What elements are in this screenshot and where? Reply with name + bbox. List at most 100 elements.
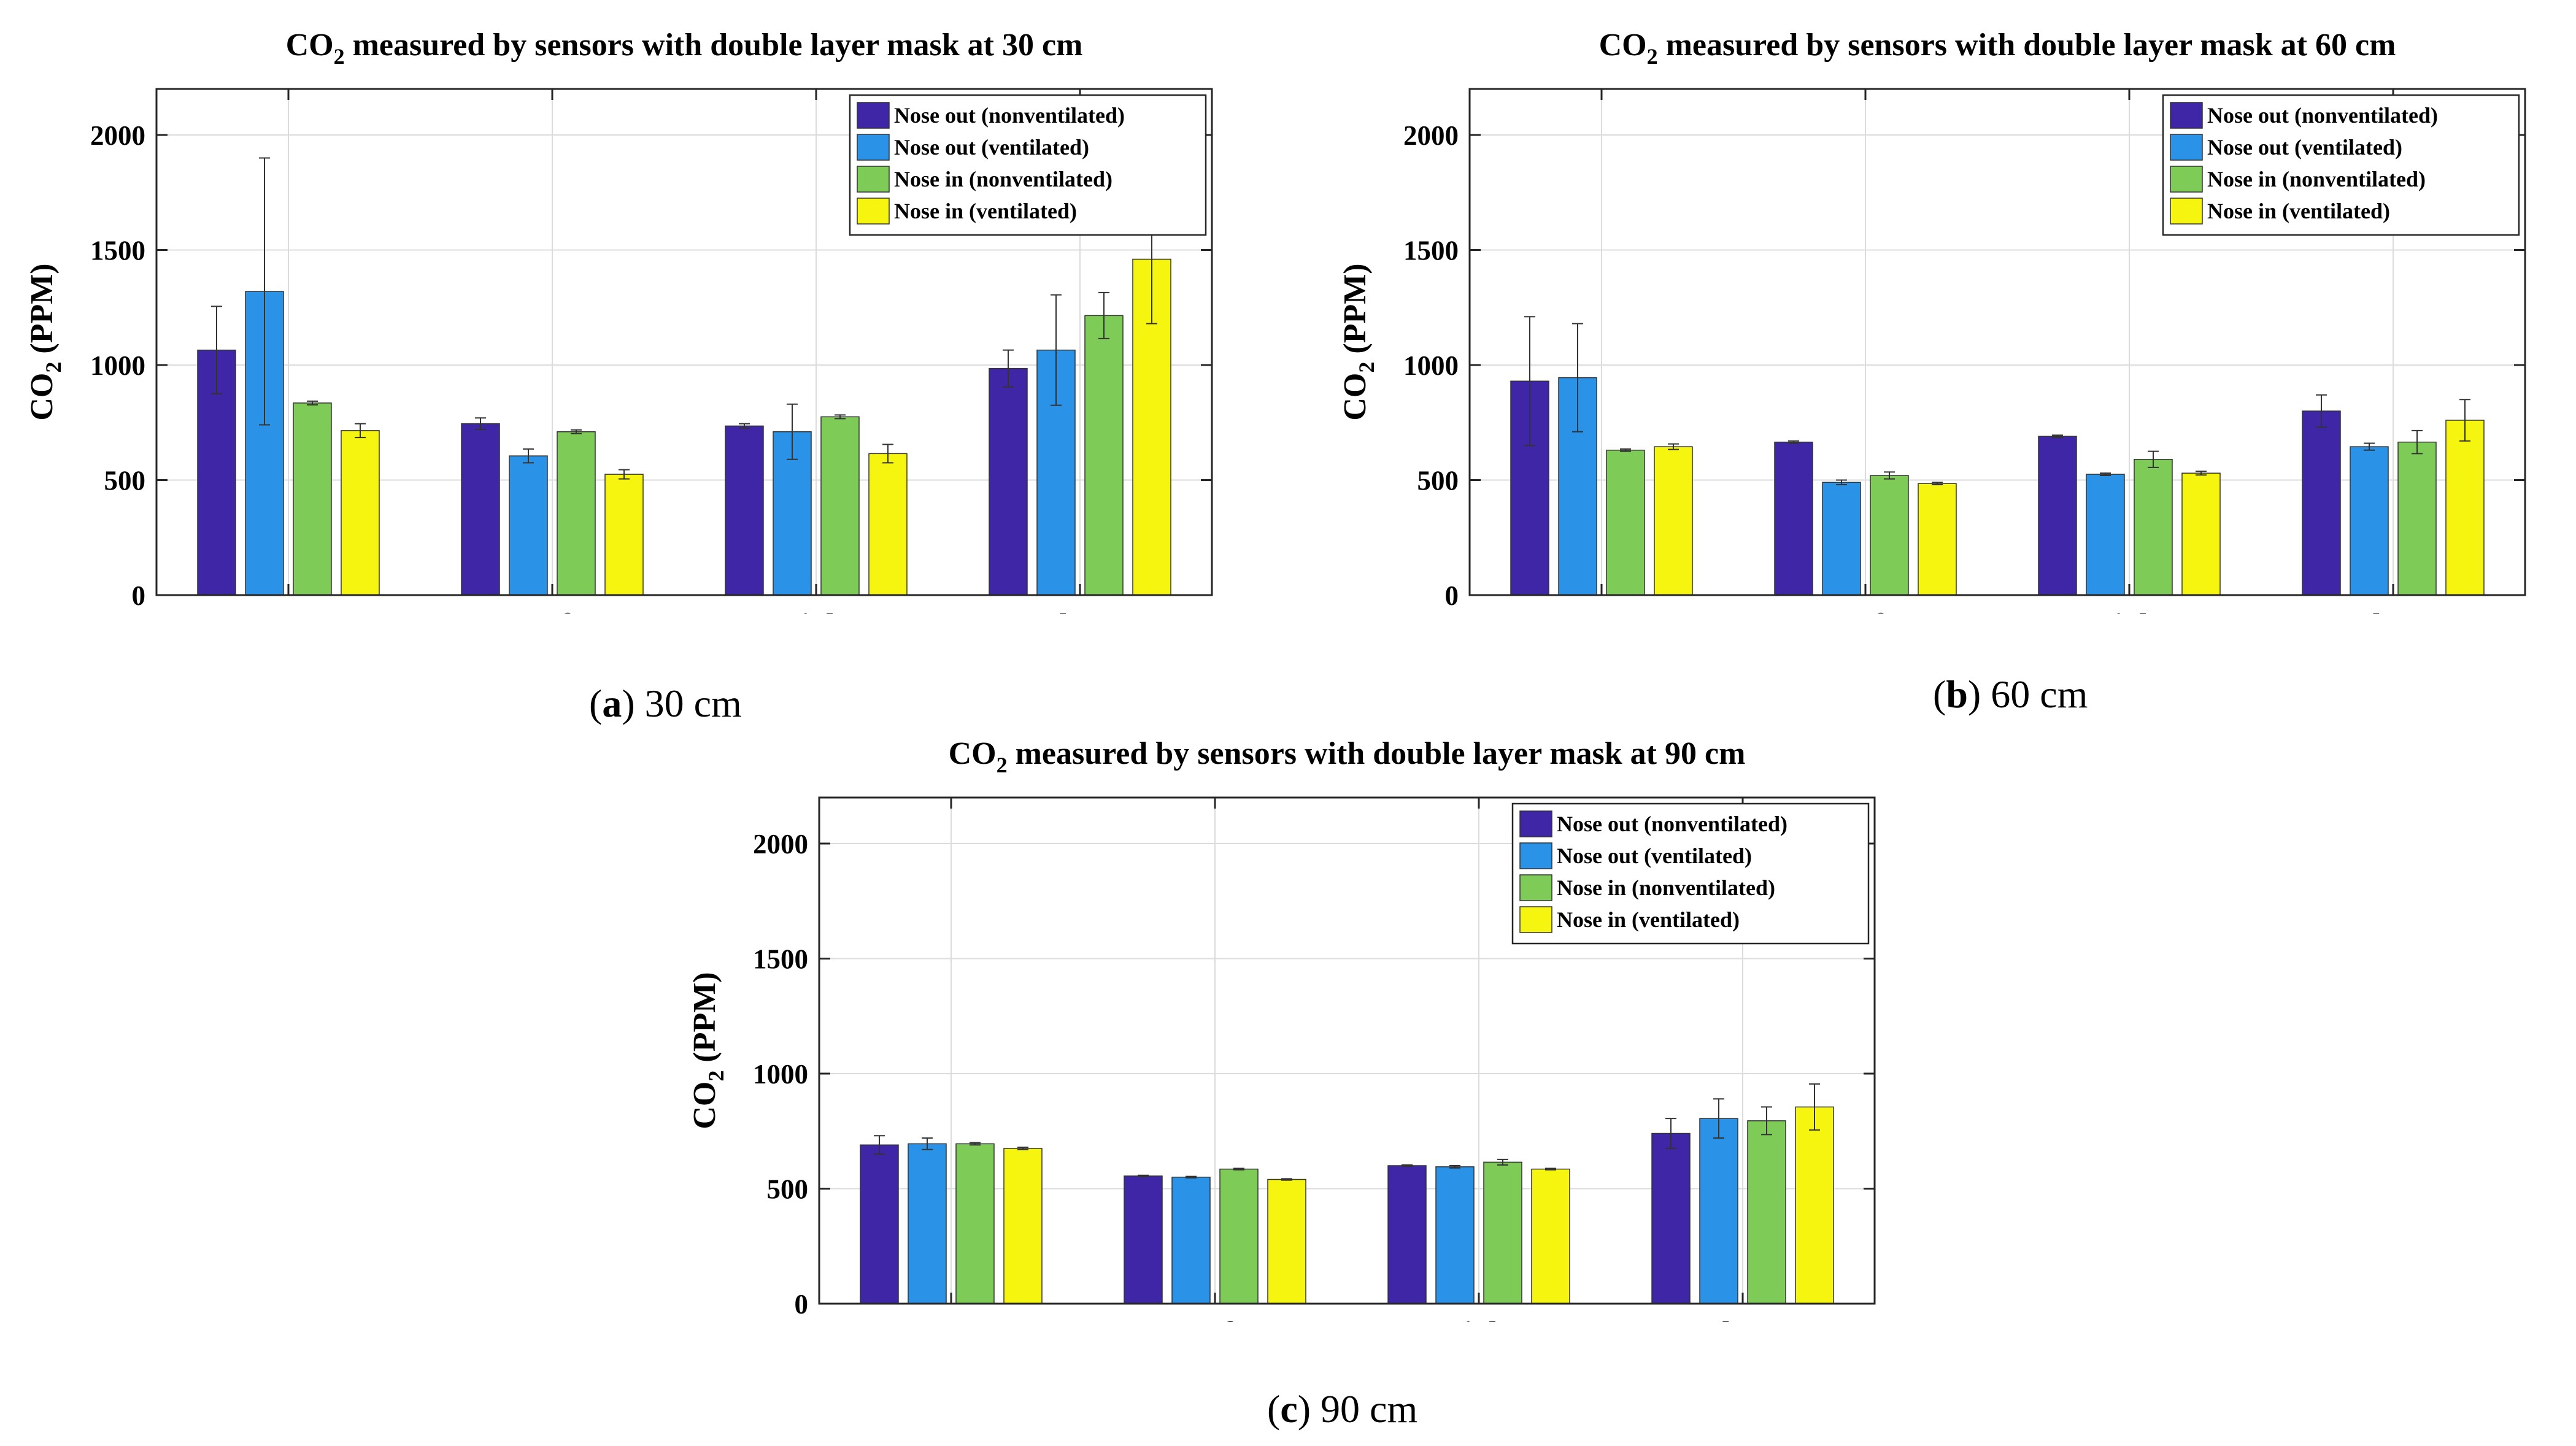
legend: Nose out (nonventilated) Nose out (ventil…: [849, 94, 1207, 236]
y-axis-label: CO2 (PPM): [1338, 263, 1379, 420]
legend-label: Nose in (ventilated): [2207, 199, 2390, 223]
bar-nose-in-ventilated--left: [604, 474, 644, 596]
chart-svg: CO2 measured by sensors with double laye…: [687, 736, 1876, 1322]
chart-title: CO2 measured by sensors with double laye…: [286, 28, 1083, 69]
axes-box: [155, 88, 1213, 596]
caption-c: (c) 90 cm: [1267, 1387, 1418, 1431]
bar-nose-in-nonventilated--above: [1747, 1120, 1786, 1304]
y-tick-label: 500: [1417, 466, 1459, 496]
legend-label: Nose out (nonventilated): [894, 103, 1125, 128]
chart-panel-b: CO2 measured by sensors with double laye…: [1313, 0, 2576, 613]
y-axis-label: CO2 (PPM): [687, 972, 728, 1129]
legend-label: Nose in (ventilated): [894, 199, 1077, 223]
bar-nose-out-nonventilated--above: [2302, 410, 2341, 596]
legend-swatch: [2170, 134, 2203, 161]
bar-nose-out-ventilated--left: [1171, 1177, 1211, 1304]
legend-swatch: [1519, 906, 1552, 933]
legend-label: Nose in (nonventilated): [1557, 875, 1775, 900]
bar-nose-in-nonventilated--above: [1084, 315, 1124, 596]
caption-a: (a) 30 cm: [589, 682, 742, 725]
bar-nose-out-nonventilated--right: [1387, 1165, 1427, 1304]
axes-box: [818, 796, 1876, 1305]
bar-nose-out-ventilated--front: [908, 1143, 947, 1304]
bar-nose-in-ventilated--right: [1531, 1168, 1570, 1304]
bar-nose-in-ventilated--above: [1795, 1106, 1834, 1304]
y-tick-label: 0: [132, 580, 146, 611]
x-category-label: Left: [524, 607, 581, 613]
x-category-label: Right: [1441, 1316, 1517, 1322]
legend-swatch: [2170, 198, 2203, 225]
y-axis-label: CO2 (PPM): [25, 263, 66, 420]
bar-nose-in-ventilated--front: [1654, 446, 1693, 596]
bar-nose-in-ventilated--front: [1003, 1148, 1043, 1304]
caption-b: (b) 60 cm: [1933, 672, 2088, 716]
bar-nose-in-ventilated--right: [2181, 472, 2221, 596]
bar-nose-in-nonventilated--left: [557, 431, 596, 596]
legend-swatch: [857, 102, 890, 129]
legend-swatch: [2170, 102, 2203, 129]
legend-label: Nose out (nonventilated): [1557, 812, 1787, 836]
bar-nose-in-nonventilated--left: [1870, 475, 1909, 596]
y-tick-label: 1000: [753, 1059, 808, 1090]
legend-label: Nose in (nonventilated): [2207, 167, 2426, 191]
y-tick-label: 2000: [753, 829, 808, 860]
bar-nose-out-nonventilated--right: [2038, 436, 2077, 596]
y-tick-label: 1000: [1403, 350, 1459, 381]
bar-nose-in-ventilated--right: [868, 453, 908, 596]
bar-nose-out-nonventilated--front: [860, 1144, 899, 1304]
x-category-label: Above: [2350, 607, 2437, 613]
y-tick-label: 0: [1445, 580, 1459, 611]
x-category-label: Right: [778, 607, 855, 613]
bar-nose-out-nonventilated--left: [1774, 441, 1813, 596]
x-category-label: Above: [1036, 607, 1124, 613]
legend-box: [849, 94, 1207, 236]
bar-nose-in-nonventilated--above: [2397, 441, 2437, 596]
chart-panel-a: CO2 measured by sensors with double laye…: [0, 0, 1289, 613]
y-tick-label: 1500: [1403, 236, 1459, 266]
legend-swatch: [857, 134, 890, 161]
legend-label: Nose in (nonventilated): [894, 167, 1113, 191]
legend-swatch: [1519, 810, 1552, 837]
chart-title: CO2 measured by sensors with double laye…: [949, 736, 1746, 777]
legend-swatch: [1519, 874, 1552, 901]
legend-label: Nose out (ventilated): [2207, 135, 2402, 160]
legend-label: Nose out (ventilated): [894, 135, 1089, 160]
bar-nose-out-ventilated--right: [2086, 474, 2125, 596]
bar-nose-out-ventilated--left: [1822, 482, 1861, 596]
legend: Nose out (nonventilated) Nose out (ventil…: [1511, 802, 1870, 945]
legend-swatch: [857, 166, 890, 193]
y-tick-label: 500: [767, 1174, 809, 1205]
chart-title: CO2 measured by sensors with double laye…: [1599, 28, 2396, 69]
legend-label: Nose out (ventilated): [1557, 844, 1752, 868]
bar-nose-out-nonventilated--right: [725, 425, 764, 596]
bar-nose-out-nonventilated--above: [1651, 1133, 1691, 1304]
bar-nose-in-ventilated--front: [341, 430, 380, 596]
x-category-label: Above: [1699, 1316, 1786, 1322]
y-tick-label: 1500: [90, 236, 145, 266]
y-tick-label: 2000: [1403, 120, 1459, 151]
bar-nose-out-nonventilated--left: [461, 423, 500, 596]
bar-nose-in-nonventilated--front: [955, 1143, 995, 1304]
bar-nose-in-nonventilated--front: [1606, 450, 1645, 596]
bar-nose-in-nonventilated--right: [1483, 1161, 1522, 1304]
legend-swatch: [2170, 166, 2203, 193]
bar-nose-in-nonventilated--right: [820, 416, 860, 596]
y-tick-label: 1500: [753, 944, 808, 975]
legend-label: Nose in (ventilated): [1557, 907, 1740, 932]
bar-nose-in-nonventilated--left: [1219, 1168, 1259, 1304]
x-category-label: Right: [2091, 607, 2168, 613]
chart-svg: CO2 measured by sensors with double laye…: [25, 28, 1213, 613]
legend-swatch: [1519, 842, 1552, 869]
bar-nose-out-ventilated--right: [1435, 1166, 1475, 1304]
y-tick-label: 500: [104, 466, 146, 496]
bar-nose-out-ventilated--above: [2350, 446, 2389, 596]
bar-nose-in-ventilated--above: [2445, 420, 2485, 596]
bar-nose-out-ventilated--left: [509, 455, 548, 596]
bar-nose-in-nonventilated--front: [293, 402, 332, 596]
x-category-label: Front: [1563, 607, 1641, 613]
legend-label: Nose out (nonventilated): [2207, 103, 2438, 128]
legend-swatch: [857, 198, 890, 225]
x-category-label: Left: [1187, 1316, 1244, 1322]
y-tick-label: 2000: [90, 120, 145, 151]
x-category-label: Left: [1837, 607, 1894, 613]
